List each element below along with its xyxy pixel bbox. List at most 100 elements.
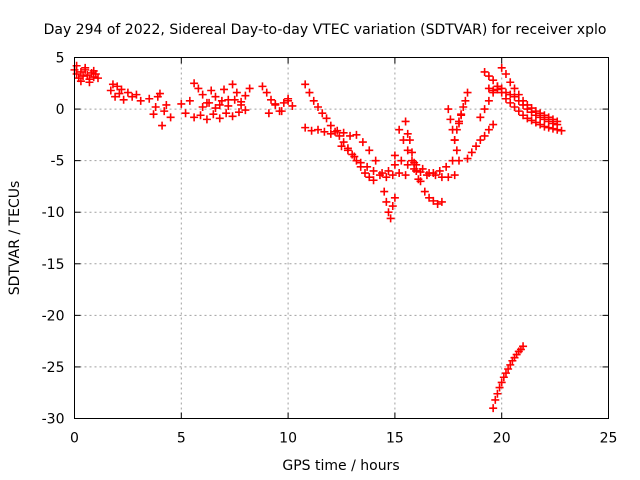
data-point bbox=[375, 171, 384, 180]
data-point bbox=[536, 109, 545, 118]
data-point bbox=[149, 110, 158, 119]
data-point bbox=[369, 176, 378, 185]
data-point bbox=[506, 78, 515, 87]
data-point bbox=[410, 158, 419, 167]
data-point bbox=[461, 96, 470, 105]
y-tick-label: -15 bbox=[42, 257, 65, 273]
y-tick-label: -5 bbox=[51, 154, 65, 170]
data-point bbox=[519, 342, 528, 351]
data-point bbox=[548, 115, 557, 124]
y-tick-label: -25 bbox=[42, 360, 65, 376]
data-point bbox=[484, 96, 493, 105]
data-point bbox=[519, 96, 528, 105]
data-point bbox=[489, 120, 498, 129]
data-point bbox=[79, 72, 88, 81]
data-point bbox=[504, 364, 513, 373]
data-point bbox=[388, 171, 397, 180]
data-point bbox=[514, 107, 523, 116]
y-tick-label: -30 bbox=[42, 412, 65, 428]
y-tick-label: 0 bbox=[56, 102, 65, 118]
data-point bbox=[403, 146, 412, 155]
data-point bbox=[418, 164, 427, 173]
data-point bbox=[531, 107, 540, 116]
x-tick-labels: 0 5 10 15 20 25 bbox=[70, 431, 617, 447]
data-point bbox=[442, 162, 451, 171]
data-point bbox=[506, 360, 515, 369]
data-point bbox=[258, 82, 267, 91]
data-point bbox=[365, 173, 374, 182]
data-point bbox=[166, 113, 175, 122]
data-point bbox=[326, 121, 335, 130]
data-point bbox=[108, 80, 117, 89]
data-point bbox=[480, 131, 489, 140]
data-point bbox=[536, 120, 545, 129]
data-point bbox=[360, 169, 369, 178]
data-point bbox=[277, 107, 286, 116]
data-point bbox=[523, 114, 532, 123]
data-point bbox=[318, 109, 327, 118]
data-point bbox=[132, 90, 141, 99]
data-point bbox=[93, 74, 102, 83]
data-point bbox=[437, 197, 446, 206]
data-point bbox=[540, 122, 549, 131]
data-point bbox=[241, 106, 250, 115]
data-point bbox=[452, 125, 461, 134]
data-point bbox=[106, 86, 115, 95]
data-point bbox=[228, 112, 237, 121]
data-point bbox=[484, 125, 493, 134]
data-point bbox=[190, 113, 199, 122]
data-point bbox=[444, 173, 453, 182]
data-point bbox=[267, 95, 276, 104]
data-point bbox=[352, 156, 361, 165]
data-point bbox=[237, 100, 246, 109]
data-point bbox=[540, 111, 549, 120]
data-point bbox=[113, 82, 122, 91]
data-point bbox=[128, 92, 137, 101]
data-point bbox=[241, 91, 250, 100]
data-point bbox=[403, 129, 412, 138]
data-point bbox=[382, 173, 391, 182]
data-point bbox=[181, 109, 190, 118]
data-point bbox=[81, 63, 90, 72]
data-point bbox=[115, 89, 124, 98]
data-point bbox=[519, 111, 528, 120]
data-point bbox=[83, 71, 92, 80]
data-point bbox=[429, 196, 438, 205]
data-point bbox=[279, 98, 288, 107]
data-point bbox=[322, 114, 331, 123]
data-point bbox=[314, 125, 323, 134]
data-point bbox=[350, 152, 359, 161]
data-point bbox=[403, 160, 412, 169]
x-tick-label: 15 bbox=[386, 431, 404, 447]
data-point bbox=[390, 193, 399, 202]
data-point bbox=[382, 197, 391, 206]
data-point bbox=[326, 129, 335, 138]
data-point bbox=[395, 125, 404, 134]
data-point bbox=[346, 131, 355, 140]
data-point bbox=[497, 378, 506, 387]
data-point bbox=[480, 67, 489, 76]
data-point bbox=[497, 84, 506, 93]
data-point bbox=[72, 70, 81, 79]
data-point bbox=[343, 146, 352, 155]
data-point bbox=[459, 103, 468, 112]
data-point bbox=[177, 99, 186, 108]
y-tick-label: -20 bbox=[42, 308, 65, 324]
data-point bbox=[523, 100, 532, 109]
data-point bbox=[205, 98, 214, 107]
data-point bbox=[158, 121, 167, 130]
data-point bbox=[501, 88, 510, 97]
data-point bbox=[234, 108, 243, 117]
data-point bbox=[401, 171, 410, 180]
data-point bbox=[305, 88, 314, 97]
data-point bbox=[209, 110, 218, 119]
data-point bbox=[390, 151, 399, 160]
data-point bbox=[510, 92, 519, 101]
data-point bbox=[162, 100, 171, 109]
data-point bbox=[365, 146, 374, 155]
data-point bbox=[510, 84, 519, 93]
data-point bbox=[431, 171, 440, 180]
data-point bbox=[228, 80, 237, 89]
data-point bbox=[384, 166, 393, 175]
